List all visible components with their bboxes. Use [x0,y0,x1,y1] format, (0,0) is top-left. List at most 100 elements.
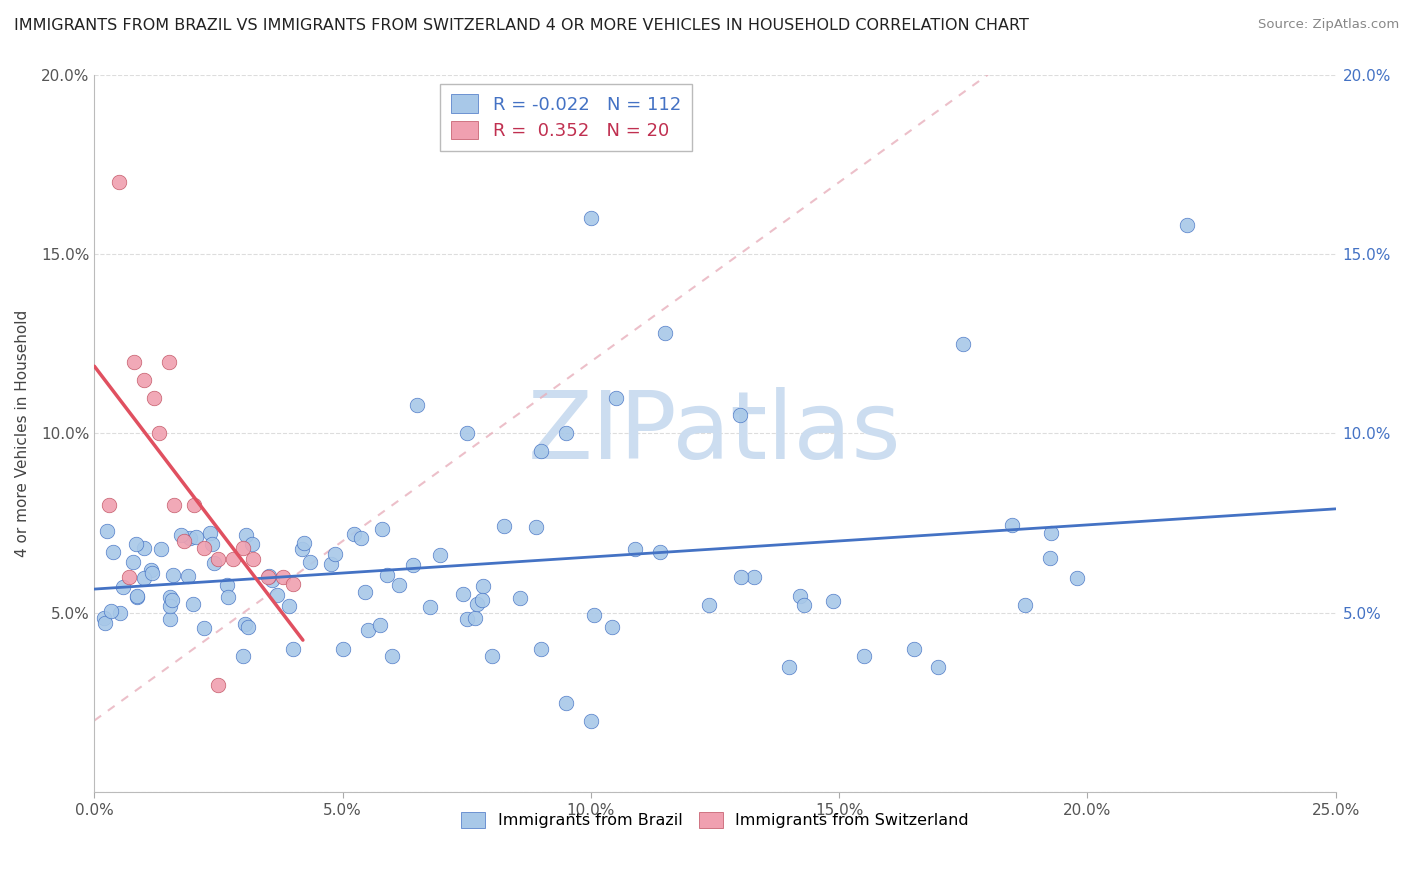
Point [299,555,322,569]
Point [456,426,478,441]
Point [852,648,875,663]
Point [183,498,205,512]
Legend: Immigrants from Brazil, Immigrants from Switzerland: Immigrants from Brazil, Immigrants from … [454,805,976,835]
Point [184,530,207,544]
Point [179,531,201,545]
Point [319,557,342,571]
Point [1040,526,1063,541]
Point [481,648,503,663]
Point [132,571,155,585]
Point [266,588,288,602]
Point [122,555,145,569]
Point [281,641,304,656]
Point [132,541,155,555]
Point [368,618,391,632]
Point [148,426,170,441]
Point [132,373,155,387]
Point [157,354,180,368]
Point [903,641,925,656]
Point [292,535,315,549]
Point [555,696,578,710]
Point [952,336,974,351]
Point [100,604,122,618]
Point [371,522,394,536]
Point [291,541,314,556]
Point [159,612,181,626]
Point [648,545,671,559]
Point [181,597,204,611]
Point [429,548,451,562]
Point [215,578,238,592]
Point [579,714,602,728]
Point [354,584,377,599]
Point [579,211,602,225]
Point [509,591,531,606]
Point [730,570,752,584]
Point [170,527,193,541]
Point [419,599,441,614]
Point [332,641,354,656]
Point [163,498,186,512]
Point [217,590,239,604]
Point [494,519,516,533]
Text: IMMIGRANTS FROM BRAZIL VS IMMIGRANTS FROM SWITZERLAND 4 OR MORE VEHICLES IN HOUS: IMMIGRANTS FROM BRAZIL VS IMMIGRANTS FRO… [14,18,1029,33]
Point [124,537,146,551]
Point [201,537,224,551]
Point [96,524,118,538]
Point [257,569,280,583]
Point [530,641,553,656]
Point [207,678,229,692]
Point [162,567,184,582]
Point [173,534,195,549]
Point [821,594,844,608]
Point [349,531,371,545]
Text: Source: ZipAtlas.com: Source: ZipAtlas.com [1258,18,1399,31]
Point [118,570,141,584]
Point [1014,598,1036,612]
Point [98,498,121,512]
Point [1001,517,1024,532]
Point [232,541,254,556]
Point [1175,219,1198,233]
Point [94,615,117,630]
Point [240,537,263,551]
Point [260,573,283,587]
Point [233,617,256,632]
Point [456,612,478,626]
Point [207,552,229,566]
Point [779,659,801,673]
Point [323,547,346,561]
Point [112,580,135,594]
Point [524,520,547,534]
Point [103,545,125,559]
Point [193,621,215,635]
Point [159,599,181,614]
Point [127,591,149,605]
Point [381,648,404,663]
Point [142,391,165,405]
Point [927,659,949,673]
Point [451,587,474,601]
Point [728,409,751,423]
Point [343,527,366,541]
Point [471,593,494,607]
Point [472,579,495,593]
Point [122,354,145,368]
Point [93,611,115,625]
Point [108,607,131,621]
Point [583,608,606,623]
Point [159,590,181,604]
Point [149,542,172,557]
Point [467,597,489,611]
Point [530,444,553,458]
Point [375,568,398,582]
Point [139,563,162,577]
Point [127,589,149,603]
Point [278,599,301,614]
Point [202,556,225,570]
Point [200,526,222,541]
Point [235,528,257,542]
Point [793,598,815,612]
Point [232,648,254,663]
Point [271,570,294,584]
